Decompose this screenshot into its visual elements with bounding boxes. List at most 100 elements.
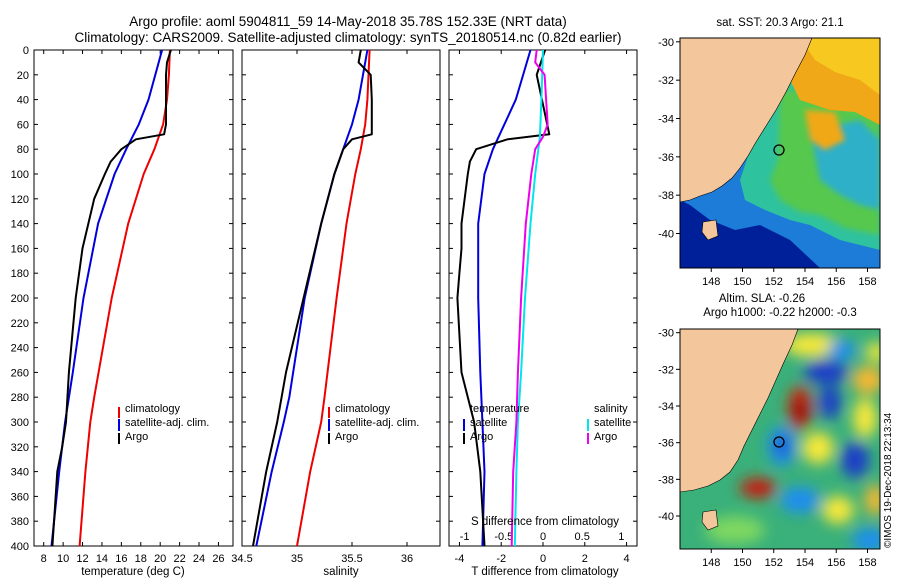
y-tick-label: 400 <box>11 541 29 553</box>
x-tick-label: 4 <box>623 553 629 565</box>
series-line-argo <box>51 49 172 547</box>
x-tick-label: 0 <box>540 553 546 565</box>
sst-map-frame <box>679 37 881 269</box>
s-tick-label: -1 <box>460 531 470 543</box>
legend-salinity: salinity <box>594 403 628 415</box>
sla-map <box>680 329 880 549</box>
legend-climatology: climatology <box>125 403 181 415</box>
lon-tick-label: 156 <box>827 557 845 569</box>
sst-profile-location-marker <box>773 144 785 156</box>
lon-tick-label: 152 <box>765 276 783 288</box>
s-tick-label: -0.5 <box>494 531 513 543</box>
figure-title-line1: Argo profile: aoml 5904811_59 14-May-201… <box>129 14 567 29</box>
x-tick-label: 24 <box>193 553 205 565</box>
y-tick-label: 380 <box>11 516 29 528</box>
x-tick-label: 8 <box>41 553 47 565</box>
difference-legend: temperature satellite Argo salinity sate… <box>463 403 631 444</box>
lon-tick-label: 148 <box>702 557 720 569</box>
y-tick-label: 300 <box>11 417 29 429</box>
difference-panel <box>448 49 638 547</box>
lon-tick-label: 158 <box>858 276 876 288</box>
y-tick-label: 320 <box>11 442 29 454</box>
x-tick-label: 22 <box>173 553 185 565</box>
y-tick-label: 0 <box>23 45 29 57</box>
temperature-panel <box>33 49 234 547</box>
sst-map <box>680 38 880 268</box>
y-tick-label: 340 <box>11 467 29 479</box>
lat-tick-label: -30 <box>658 328 674 340</box>
legend-temperature: temperature <box>470 403 529 415</box>
x-tick-label: 20 <box>154 553 166 565</box>
y-tick-label: 140 <box>11 219 29 231</box>
s-difference-axis-label: S difference from climatology <box>471 516 619 528</box>
legend-argo: Argo <box>125 431 148 443</box>
x-tick-label: 2 <box>582 553 588 565</box>
y-tick-label: 240 <box>11 343 29 355</box>
series-line-climatology <box>78 49 171 547</box>
x-tick-label: 16 <box>115 553 127 565</box>
lat-tick-label: -40 <box>658 511 674 523</box>
lat-tick-label: -34 <box>658 114 674 126</box>
y-tick-label: 40 <box>17 95 29 107</box>
y-tick-label: 280 <box>11 392 29 404</box>
sla-map-ticks: -30 -32 -34 -36 -38 -40 148 150 152 154 156 158 <box>658 328 877 569</box>
sla-map-frame <box>679 328 881 550</box>
x-tick-label: 35.5 <box>341 553 362 565</box>
lat-tick-label: -32 <box>658 364 674 376</box>
y-tick-label: 260 <box>11 367 29 379</box>
y-tick-label: 160 <box>11 243 29 255</box>
salinity-axis-label: salinity <box>323 566 358 578</box>
lat-tick-label: -34 <box>658 401 674 413</box>
lat-tick-label: -38 <box>658 474 674 486</box>
y-tick-label: 20 <box>17 70 29 82</box>
t-difference-axis-label: T difference from climatology <box>471 566 618 578</box>
y-tick-label: 200 <box>11 293 29 305</box>
y-tick-label: 360 <box>11 491 29 503</box>
lon-tick-label: 158 <box>858 557 876 569</box>
lon-tick-label: 156 <box>827 276 845 288</box>
y-tick-label: 100 <box>11 169 29 181</box>
legend-s-argo: Argo <box>594 431 617 443</box>
y-tick-label: 60 <box>17 119 29 131</box>
series-line-climatology <box>296 49 371 547</box>
lat-tick-label: -36 <box>658 152 674 164</box>
s-tick-label: 0.5 <box>575 531 590 543</box>
lat-tick-label: -40 <box>658 229 674 241</box>
panel-ticks: 8 10 12 14 16 18 20 22 24 26020406080100120140160… <box>11 45 637 565</box>
lon-tick-label: 154 <box>796 276 814 288</box>
legend-s-satellite: satellite <box>594 417 631 429</box>
salinity-panel <box>241 49 441 547</box>
sst-map-title: sat. SST: 20.3 Argo: 21.1 <box>716 17 843 29</box>
legend-t-argo: Argo <box>470 431 493 443</box>
lon-tick-label: 150 <box>733 276 751 288</box>
lat-tick-label: -32 <box>658 75 674 87</box>
series-line-t-satellite <box>477 49 532 547</box>
y-tick-label: 120 <box>11 194 29 206</box>
sst-map-ticks: -30 -32 -34 -36 -38 -40 148 150 152 154 156 158 <box>658 37 877 288</box>
x-tick-label: -4 <box>455 553 465 565</box>
legend-argo: Argo <box>335 431 358 443</box>
temperature-legend: climatology satellite-adj. clim. Argo <box>118 403 209 444</box>
x-tick-label: 34.5 <box>231 553 252 565</box>
x-tick-label: 14 <box>96 553 108 565</box>
legend-t-satellite: satellite <box>470 417 507 429</box>
imos-stamp: ©IMOS 19-Dec-2018 22:13:34 <box>883 412 894 548</box>
lon-tick-label: 148 <box>702 276 720 288</box>
x-tick-label: 36 <box>401 553 413 565</box>
profile-lines <box>50 49 551 547</box>
figure-title-line2: Climatology: CARS2009. Satellite-adjuste… <box>74 30 621 45</box>
legend-climatology: climatology <box>335 403 391 415</box>
temperature-axis-label: temperature (deg C) <box>81 566 185 578</box>
salinity-legend: climatology satellite-adj. clim. Argo <box>328 403 419 444</box>
s-tick-label: 0 <box>540 531 546 543</box>
x-tick-label: 26 <box>212 553 224 565</box>
lat-tick-label: -30 <box>658 37 674 49</box>
series-line-t-argo <box>456 49 551 547</box>
sla-profile-location-marker <box>773 436 785 448</box>
series-line-s-argo <box>510 49 549 547</box>
x-tick-label: 35 <box>291 553 303 565</box>
lon-tick-label: 154 <box>796 557 814 569</box>
x-tick-label: 12 <box>76 553 88 565</box>
series-line-argo <box>252 49 373 547</box>
